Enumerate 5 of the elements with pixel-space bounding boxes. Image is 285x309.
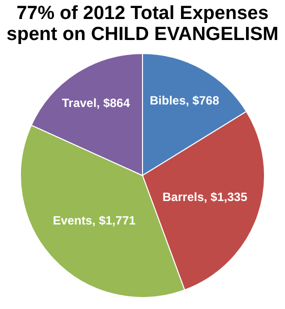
slice-label: Bibles, $768 <box>150 93 220 108</box>
slice-label: Travel, $864 <box>62 96 130 110</box>
chart-title: 77% of 2012 Total Expenses spent on CHILD EVANGELISM <box>6 3 278 45</box>
slice-label: Events, $1,771 <box>52 213 136 228</box>
slice-label: Barrels, $1,335 <box>162 190 248 204</box>
